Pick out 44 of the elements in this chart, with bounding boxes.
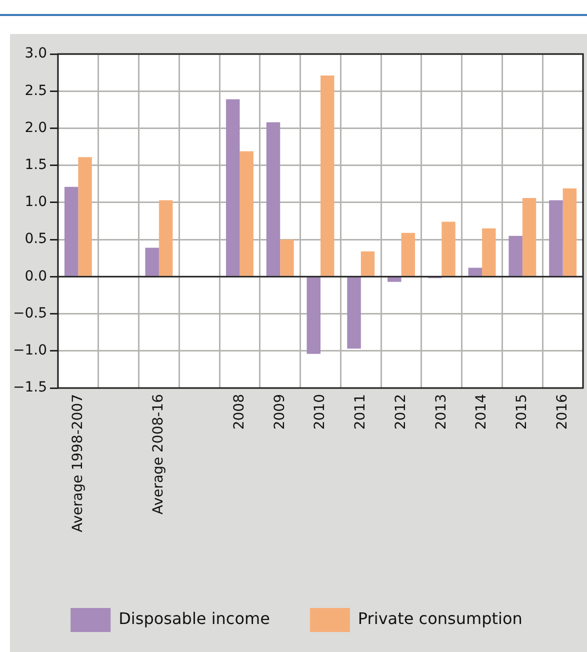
x-tick-label: 2008 <box>231 394 248 430</box>
y-tick-label: −0.5 <box>12 305 47 322</box>
bar <box>78 157 92 276</box>
x-tick-label: 2012 <box>392 394 409 430</box>
y-tick-label: 1.0 <box>24 194 47 210</box>
bar <box>145 248 159 276</box>
x-tick-label: Average 1998-2007 <box>70 394 86 532</box>
bar <box>468 268 482 276</box>
bar <box>508 236 522 276</box>
x-tick-label: Average 2008-16 <box>150 394 167 514</box>
bar <box>158 200 173 276</box>
bar <box>306 277 320 354</box>
x-tick-label: 2016 <box>554 394 570 430</box>
bar <box>442 222 456 276</box>
bar <box>64 186 78 276</box>
x-tick-label: 2009 <box>272 394 288 430</box>
bar <box>240 151 254 276</box>
y-tick-label: 1.5 <box>24 156 47 173</box>
bar <box>280 240 294 276</box>
bar <box>549 200 563 276</box>
bar <box>482 228 496 276</box>
bar <box>522 198 536 276</box>
y-tick-label: 3.0 <box>24 46 47 62</box>
legend-label: Disposable income <box>118 609 270 628</box>
x-tick-label: 2014 <box>474 394 490 430</box>
bar <box>360 251 375 276</box>
y-tick-label: 2.0 <box>24 120 47 136</box>
x-tick-label: 2015 <box>514 394 530 430</box>
bar <box>388 277 402 282</box>
y-tick-label: 0.5 <box>24 231 47 248</box>
y-tick-label: −1.0 <box>12 342 47 359</box>
x-tick-label: 2010 <box>312 394 328 430</box>
bar <box>347 277 361 349</box>
bar <box>401 232 415 276</box>
bar <box>562 188 577 276</box>
legend-label: Private consumption <box>358 609 522 628</box>
x-tick-label: 2011 <box>352 394 369 430</box>
y-tick-label: 0.0 <box>24 268 47 284</box>
bar <box>226 99 240 276</box>
bar <box>320 76 334 276</box>
y-tick-label: 2.5 <box>24 82 47 99</box>
y-tick-label: −1.5 <box>12 380 47 396</box>
bar <box>266 122 280 276</box>
x-tick-label: 2013 <box>433 394 450 430</box>
